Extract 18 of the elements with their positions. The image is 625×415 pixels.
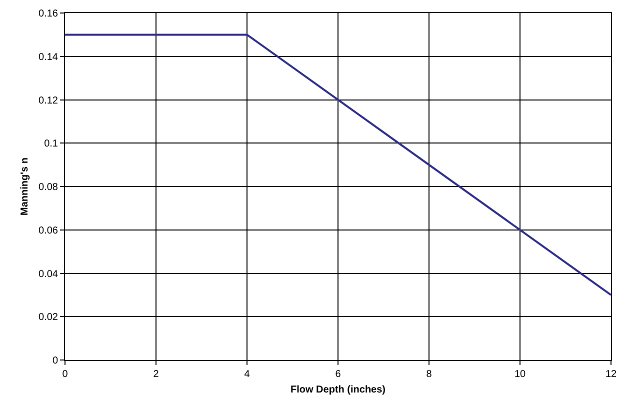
x-tick-label: 4: [244, 369, 250, 380]
x-tick-label: 2: [153, 369, 160, 380]
y-tick-label: 0.06: [38, 225, 58, 236]
x-tick-label: 8: [426, 369, 432, 380]
x-tick-label: 6: [335, 369, 342, 380]
y-tick-label: 0: [52, 356, 58, 366]
x-tick-label: 12: [605, 369, 617, 380]
y-tick-label: 0.08: [38, 182, 58, 193]
y-tick-label: 0.14: [38, 52, 58, 63]
x-tick-label: 10: [514, 369, 526, 380]
y-tick-label: 0.04: [38, 268, 58, 280]
x-tick-label: 0: [62, 369, 68, 380]
y-tick-label: 0.16: [38, 8, 58, 20]
x-axis-title: Flow Depth (inches): [290, 384, 386, 396]
y-tick-label: 0.1: [44, 138, 58, 150]
y-axis-title: Manning's n: [20, 158, 31, 216]
y-tick-label: 0.02: [38, 312, 58, 324]
y-tick-label: 0.12: [38, 95, 58, 106]
